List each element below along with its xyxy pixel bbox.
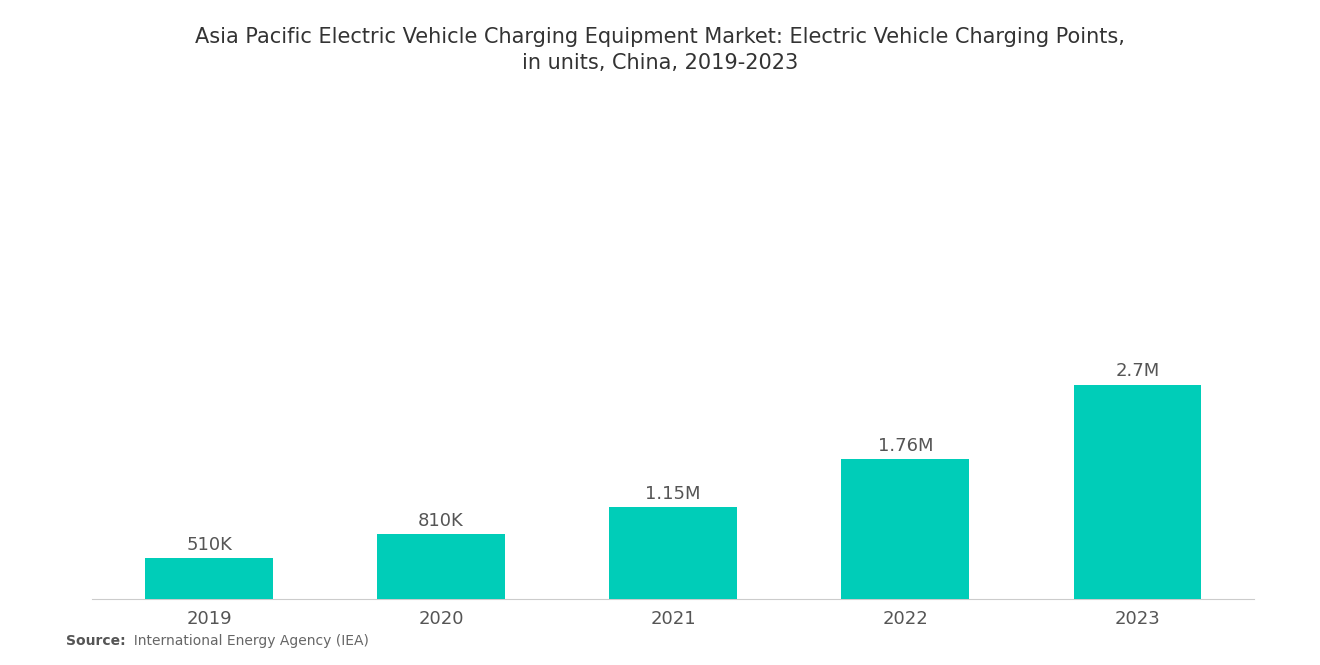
Bar <box>1073 385 1201 598</box>
Bar <box>610 507 737 598</box>
Text: Source:: Source: <box>66 634 125 648</box>
Bar <box>378 535 506 599</box>
Text: 2.7M: 2.7M <box>1115 362 1159 380</box>
Text: International Energy Agency (IEA): International Energy Agency (IEA) <box>125 634 370 648</box>
Text: 510K: 510K <box>186 536 232 554</box>
Text: 1.15M: 1.15M <box>645 485 701 503</box>
Bar <box>145 558 273 598</box>
Text: 810K: 810K <box>418 512 465 530</box>
Text: 1.76M: 1.76M <box>878 437 933 455</box>
Text: Asia Pacific Electric Vehicle Charging Equipment Market: Electric Vehicle Chargi: Asia Pacific Electric Vehicle Charging E… <box>195 27 1125 73</box>
Bar <box>841 459 969 598</box>
